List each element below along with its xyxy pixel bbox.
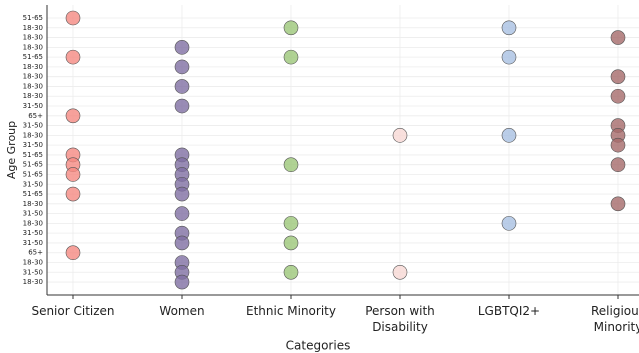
point [65,49,81,65]
y-tick-label: 31-50 [23,210,43,218]
y-tick-label: 18-30 [23,43,43,51]
y-tick-label: 51-65 [23,14,43,22]
point [283,49,299,65]
point [501,216,517,231]
y-tick-label: 18-30 [23,73,43,81]
y-tick-label: 18-30 [23,34,43,42]
y-tick-label: 31-50 [23,229,43,237]
point [283,235,299,251]
point [610,137,626,153]
point [610,196,626,212]
point [610,157,626,172]
y-tick-label: 31-50 [23,122,43,130]
point [174,79,190,94]
point [174,40,190,55]
point [501,20,517,36]
point [174,59,190,75]
y-tick-label: 18-30 [23,200,43,208]
x-axis-title: Categories [286,339,351,353]
x-tick-label: Senior Citizen [31,304,115,318]
point [610,88,626,104]
y-tick-label: 18-30 [23,82,43,90]
point [283,216,299,231]
y-tick-label: 31-50 [23,180,43,188]
y-tick-label: 65+ [28,112,43,120]
point [392,128,408,143]
y-tick-label: 18-30 [23,278,43,286]
y-tick-label: 65+ [28,249,43,257]
point [174,186,190,202]
point [610,69,626,84]
y-tick-label: 18-30 [23,92,43,100]
point [501,49,517,65]
point [174,235,190,251]
y-tick-label: 18-30 [23,63,43,71]
point [283,157,299,172]
point [65,245,81,261]
point [392,264,408,280]
x-tick-label: Person with Disability [365,304,435,334]
y-tick-label: 31-50 [23,102,43,110]
x-tick-label: Women [159,304,205,318]
y-tick-label: 51-65 [23,151,43,159]
point [174,98,190,114]
point [283,20,299,36]
x-tick-label: Religious Minority [591,304,639,334]
y-tick-label: 51-65 [23,170,43,178]
y-tick-label: 18-30 [23,219,43,227]
y-tick-label: 31-50 [23,141,43,149]
y-axis-title: Age Group [5,121,18,179]
y-tick-label: 51-65 [23,53,43,61]
x-tick-label: Ethnic Minority [246,304,336,318]
point [65,108,81,124]
point [501,128,517,143]
point [65,167,81,182]
y-tick-label: 51-65 [23,190,43,198]
point [65,186,81,202]
point [65,10,81,26]
point [610,30,626,45]
point [174,274,190,290]
x-tick-label: LGBTQI2+ [477,304,541,318]
point [283,264,299,280]
y-tick-label: 18-30 [23,131,43,139]
y-tick-label: 18-30 [23,259,43,267]
y-tick-label: 51-65 [23,161,43,169]
y-tick-label: 31-50 [23,239,43,247]
point [174,206,190,221]
y-tick-label: 18-30 [23,24,43,32]
y-tick-label: 31-50 [23,268,43,276]
